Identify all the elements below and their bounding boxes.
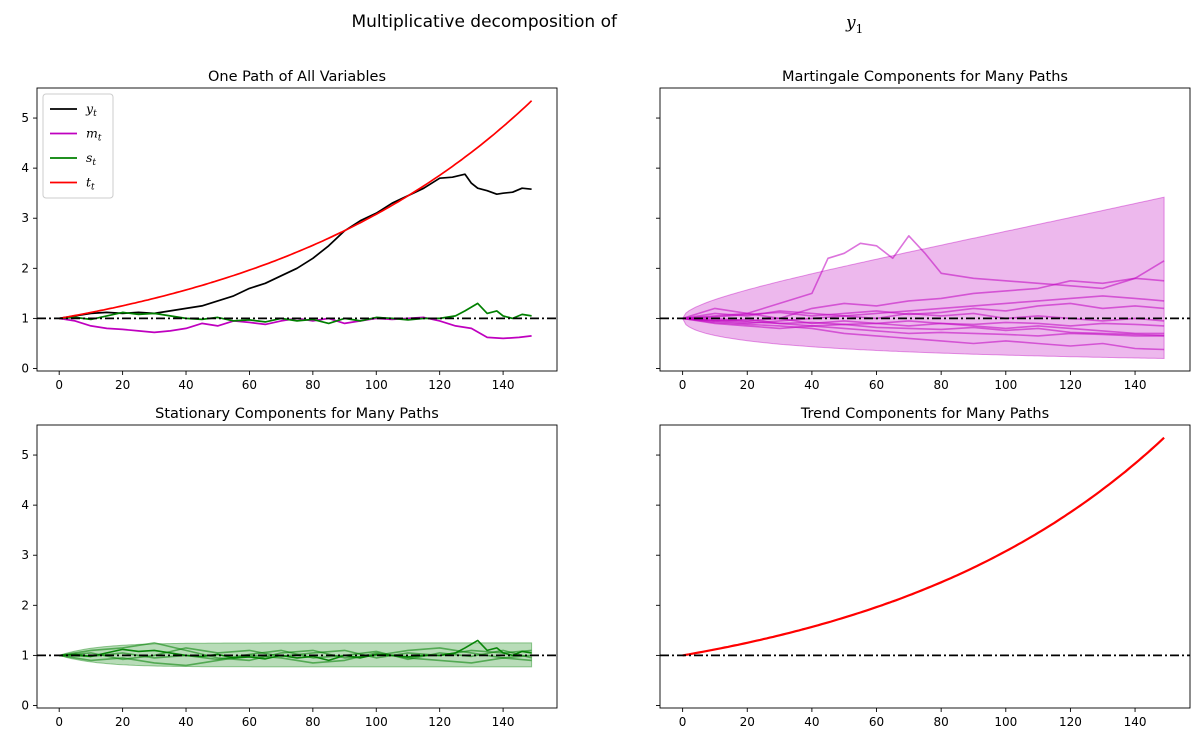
- x-tick-label: 0: [55, 378, 63, 392]
- y-tick-label: 0: [21, 361, 29, 375]
- x-tick-label: 60: [242, 715, 257, 729]
- series-line-2: [59, 652, 532, 667]
- y-tick-label: 1: [21, 648, 29, 662]
- figure-title-variable: y1: [845, 13, 863, 36]
- y-tick-label: 3: [21, 211, 29, 225]
- series-line-0: [682, 235, 1165, 320]
- panel-title: One Path of All Variables: [208, 69, 386, 85]
- x-tick-label: 60: [869, 378, 884, 392]
- x-tick-label: 120: [1059, 715, 1082, 729]
- x-tick-label: 40: [804, 715, 819, 729]
- x-tick-label: 120: [1059, 378, 1082, 392]
- series-line-7: [682, 317, 1165, 327]
- x-tick-label: 40: [804, 378, 819, 392]
- x-tick-label: 0: [679, 715, 687, 729]
- x-tick-label: 20: [115, 715, 130, 729]
- x-tick-label: 80: [934, 378, 949, 392]
- y-tick-label: 5: [21, 111, 29, 125]
- panel-martingale: 0 20 40 60 80 100 120 140 Martingale Components …: [656, 69, 1191, 392]
- plot-area: [682, 436, 1165, 657]
- plot-area: [57, 639, 533, 668]
- series-line-8: [682, 302, 1165, 320]
- x-tick-label: 60: [869, 715, 884, 729]
- figure-title: Multiplicative decomposition of: [351, 12, 618, 32]
- legend-entry: st: [86, 150, 96, 168]
- x-tick-label: 120: [428, 715, 451, 729]
- x-tick-label: 100: [365, 715, 388, 729]
- x-tick-label: 100: [365, 378, 388, 392]
- legend-entry: yt: [85, 101, 97, 119]
- series-line-9: [682, 317, 1165, 337]
- panel-stationary: 0 20 40 60 80 100 120 140 0 1 2 3 4 5 Stationary Compo…: [21, 406, 558, 729]
- series-line-0: [59, 639, 532, 662]
- series-line-tt: [682, 436, 1165, 657]
- panel-title: Martingale Components for Many Paths: [782, 69, 1068, 85]
- x-tick-label: 0: [679, 378, 687, 392]
- x-tick-label: 20: [115, 378, 130, 392]
- series-line-3: [682, 317, 1165, 337]
- x-tick-label: 80: [305, 715, 320, 729]
- x-tick-label: 80: [934, 715, 949, 729]
- y-tick-label: 2: [21, 598, 29, 612]
- panel-trend: 0 20 40 60 80 100 120 140 Trend Components for M…: [656, 406, 1191, 729]
- y-tick-label: 0: [21, 698, 29, 712]
- panel-title: Trend Components for Many Paths: [800, 406, 1049, 422]
- x-tick-label: 140: [492, 715, 515, 729]
- x-tick-label: 40: [178, 378, 193, 392]
- series-line-1: [59, 642, 532, 662]
- x-tick-label: 100: [994, 378, 1017, 392]
- plot-area: [682, 196, 1165, 360]
- legend-entry: mt: [86, 126, 102, 144]
- y-tick-label: 1: [21, 311, 29, 325]
- x-tick-label: 40: [178, 715, 193, 729]
- axes-frame: [659, 87, 1191, 372]
- y-tick-label: 3: [21, 548, 29, 562]
- y-tick-label: 5: [21, 448, 29, 462]
- series-line-4: [682, 317, 1165, 335]
- legend-entry: tt: [86, 175, 95, 193]
- legend-box: [42, 93, 114, 199]
- x-tick-label: 20: [740, 715, 755, 729]
- legend: yt mt st tt: [42, 93, 114, 199]
- plot-area: [59, 100, 533, 340]
- series-line-st: [59, 302, 532, 325]
- series-line-5: [682, 317, 1165, 351]
- series-line-yt: [59, 173, 532, 320]
- x-tick-label: 20: [740, 378, 755, 392]
- x-tick-label: 80: [305, 378, 320, 392]
- x-tick-label: 0: [55, 715, 63, 729]
- x-tick-label: 60: [242, 378, 257, 392]
- y-tick-label: 2: [21, 261, 29, 275]
- series-line-tt: [59, 100, 533, 320]
- y-tick-label: 4: [21, 161, 29, 175]
- x-tick-label: 140: [1124, 715, 1147, 729]
- axes-frame: [659, 424, 1191, 709]
- axes-frame: [36, 424, 558, 709]
- x-tick-label: 140: [1124, 378, 1147, 392]
- axes-frame: [36, 87, 558, 372]
- y-tick-label: 4: [21, 498, 29, 512]
- x-tick-label: 140: [492, 378, 515, 392]
- series-line-1: [682, 277, 1165, 320]
- panel-one-path: 0 20 40 60 80 100 120 140 0 1 2 3 4 5 One Path of All …: [21, 69, 558, 392]
- x-tick-label: 100: [994, 715, 1017, 729]
- series-line-4: [59, 649, 532, 661]
- panel-title: Stationary Components for Many Paths: [155, 406, 439, 422]
- x-tick-label: 120: [428, 378, 451, 392]
